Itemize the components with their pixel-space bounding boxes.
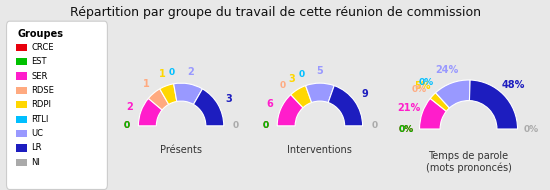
Text: 0: 0 bbox=[233, 121, 239, 130]
Wedge shape bbox=[148, 89, 169, 110]
Wedge shape bbox=[328, 86, 362, 126]
Text: RDPI: RDPI bbox=[31, 100, 51, 109]
Text: UC: UC bbox=[31, 129, 43, 138]
Text: 0%: 0% bbox=[419, 78, 434, 87]
Bar bbox=[16, 44, 27, 51]
Wedge shape bbox=[306, 83, 334, 103]
Text: EST: EST bbox=[31, 57, 47, 66]
Text: 2: 2 bbox=[187, 67, 194, 77]
Bar bbox=[16, 116, 27, 123]
Text: 5%: 5% bbox=[415, 81, 431, 91]
Wedge shape bbox=[436, 80, 470, 108]
Text: 0: 0 bbox=[299, 70, 305, 79]
Wedge shape bbox=[470, 80, 518, 129]
Text: Groupes: Groupes bbox=[18, 29, 64, 39]
Text: RDSE: RDSE bbox=[31, 86, 54, 95]
Text: 1: 1 bbox=[159, 70, 166, 79]
Bar bbox=[16, 159, 27, 166]
Wedge shape bbox=[174, 83, 202, 104]
Text: Interventions: Interventions bbox=[288, 145, 353, 155]
Wedge shape bbox=[277, 95, 303, 126]
Wedge shape bbox=[194, 89, 224, 126]
Text: 0: 0 bbox=[279, 81, 285, 90]
Wedge shape bbox=[420, 98, 446, 129]
Wedge shape bbox=[430, 93, 449, 111]
Text: 0: 0 bbox=[168, 67, 175, 77]
Text: 0: 0 bbox=[262, 121, 268, 130]
Text: 0%: 0% bbox=[524, 124, 539, 134]
Wedge shape bbox=[291, 86, 312, 108]
Text: 2: 2 bbox=[126, 102, 133, 112]
Text: RTLI: RTLI bbox=[31, 115, 48, 124]
Text: NI: NI bbox=[31, 158, 40, 167]
FancyBboxPatch shape bbox=[7, 21, 107, 189]
Text: 6: 6 bbox=[266, 99, 273, 109]
Text: 1: 1 bbox=[142, 79, 150, 89]
Bar bbox=[16, 101, 27, 108]
Text: 0%: 0% bbox=[398, 124, 414, 134]
Text: Présents: Présents bbox=[160, 145, 202, 155]
Bar bbox=[16, 130, 27, 137]
Text: 48%: 48% bbox=[502, 80, 525, 90]
Text: 0%: 0% bbox=[398, 124, 414, 134]
Text: 5: 5 bbox=[317, 66, 323, 76]
Bar bbox=[16, 72, 27, 80]
Text: LR: LR bbox=[31, 143, 42, 152]
Text: 3: 3 bbox=[225, 93, 232, 104]
Text: Temps de parole
(mots prononcés): Temps de parole (mots prononcés) bbox=[426, 151, 512, 173]
Bar bbox=[16, 87, 27, 94]
Text: 21%: 21% bbox=[398, 103, 421, 113]
Bar bbox=[16, 58, 27, 65]
Wedge shape bbox=[139, 98, 162, 126]
Text: 0: 0 bbox=[371, 121, 378, 130]
Text: 0: 0 bbox=[123, 121, 129, 130]
Text: 24%: 24% bbox=[435, 65, 459, 75]
Text: 0: 0 bbox=[123, 121, 129, 130]
Text: 3: 3 bbox=[288, 74, 295, 84]
Text: CRCE: CRCE bbox=[31, 43, 54, 52]
Text: 0: 0 bbox=[262, 121, 268, 130]
Text: 0%: 0% bbox=[412, 85, 427, 94]
Wedge shape bbox=[160, 84, 177, 104]
Text: SER: SER bbox=[31, 72, 48, 81]
Bar bbox=[16, 144, 27, 152]
Text: 9: 9 bbox=[361, 89, 368, 99]
Text: Répartition par groupe du travail de cette réunion de commission: Répartition par groupe du travail de cet… bbox=[69, 6, 481, 19]
